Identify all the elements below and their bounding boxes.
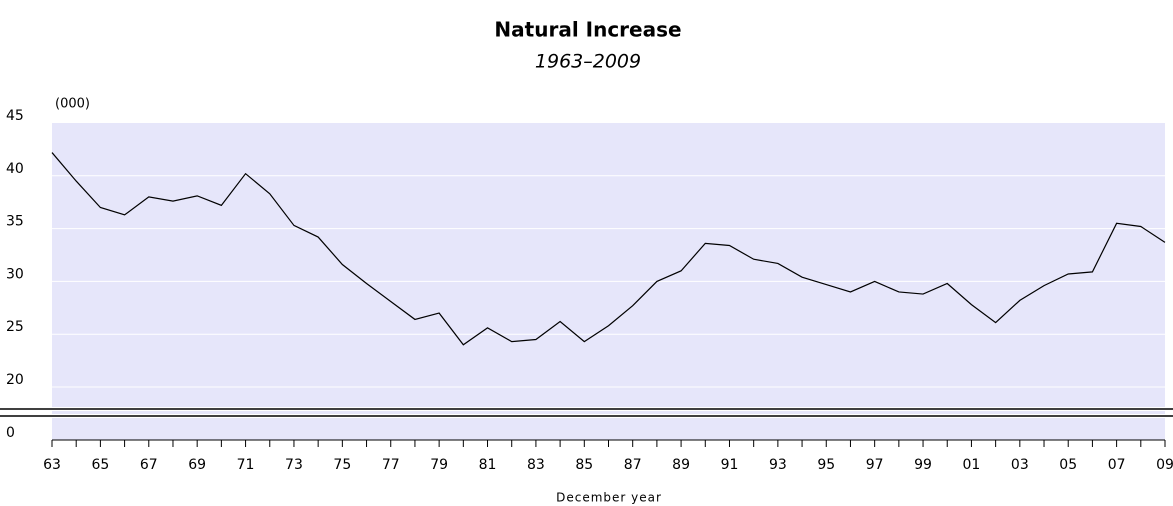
chart-title: Natural Increase [494, 18, 681, 42]
y-tick-label: 30 [6, 266, 24, 282]
y-tick-label: 25 [6, 319, 24, 335]
x-tick-label: 83 [527, 457, 545, 473]
y-tick-label: 45 [6, 108, 24, 124]
x-tick-label: 79 [430, 457, 448, 473]
x-tick-label: 63 [43, 457, 61, 473]
x-tick-label: 95 [817, 457, 835, 473]
x-tick-label: 69 [188, 457, 206, 473]
x-tick-label: 67 [140, 457, 158, 473]
x-tick-label: 07 [1108, 457, 1126, 473]
x-tick-label: 97 [866, 457, 884, 473]
x-tick-label: 91 [721, 457, 739, 473]
x-tick-label: 03 [1011, 457, 1029, 473]
x-tick-label: 05 [1059, 457, 1077, 473]
x-tick-label: 87 [624, 457, 642, 473]
y-tick-label: 40 [6, 161, 24, 177]
chart-subtitle: 1963–2009 [535, 51, 641, 73]
x-tick-label: 77 [382, 457, 400, 473]
y-tick-label: 35 [6, 214, 24, 230]
x-tick-label: 73 [285, 457, 303, 473]
x-tick-label: 85 [575, 457, 593, 473]
x-tick-label: 81 [479, 457, 497, 473]
x-tick-label: 89 [672, 457, 690, 473]
y-tick-label: 20 [6, 372, 24, 388]
x-tick-label: 09 [1156, 457, 1173, 473]
x-tick-label: 93 [769, 457, 787, 473]
x-tick-label: 71 [237, 457, 255, 473]
x-axis-label: December year [556, 491, 662, 505]
data-line [51, 152, 1166, 346]
x-tick-label: 65 [91, 457, 109, 473]
x-tick-label: 99 [914, 457, 932, 473]
y-unit-label: (000) [55, 97, 90, 112]
y-tick-label: 0 [6, 425, 15, 441]
x-tick-label: 01 [963, 457, 981, 473]
x-tick-label: 75 [333, 457, 351, 473]
